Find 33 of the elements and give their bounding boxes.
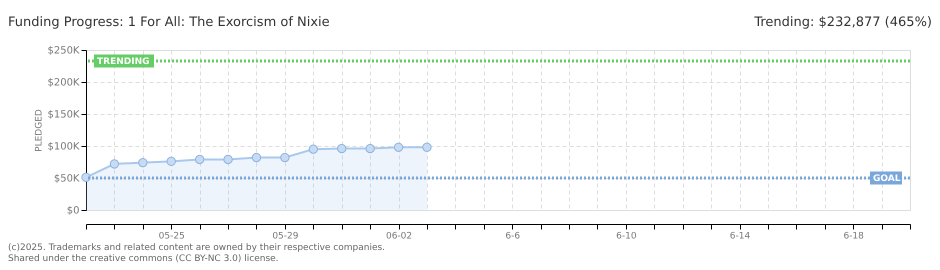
ref-line-label: TRENDING [97,56,150,67]
point [166,156,176,166]
point [280,152,290,162]
point [394,142,404,152]
point [81,172,91,182]
point [252,152,262,162]
point [308,144,318,154]
point [110,159,120,169]
x-tick-label: 06-02 [386,232,412,242]
y-tick-label: $100K [47,142,80,152]
x-tick-label: 6-6 [505,232,520,242]
x-tick-label: 6-10 [616,232,637,242]
point [138,158,148,168]
point [422,142,432,152]
y-tick-label: $0 [66,206,80,216]
x-tick-label: 6-14 [730,232,750,242]
x-tick-label: 05-29 [272,232,299,242]
y-tick-label: $50K [54,174,80,184]
point [194,154,204,164]
x-tick-label: 05-25 [158,232,185,242]
x-tick-label: 6-18 [843,232,864,242]
point [337,144,346,154]
point [223,154,233,164]
text: Shared under the creative commons (CC BY-NC 3.0) license. [8,254,279,264]
chart-title: Funding Progress: 1 For All: The Exorcism of Nixie [8,15,330,30]
ref-line-label: GOAL [873,174,901,184]
text: Trending: $232,877 (465%) [753,15,932,30]
y-tick-label: $150K [47,110,80,120]
y-tick-label: $250K [47,46,80,56]
y-axis-title: PLEDGED [34,109,44,152]
y-tick-label: $200K [47,78,80,88]
point [365,144,375,154]
text: (c)2025. Trademarks and related content are owned by their respective companies. [8,243,386,253]
